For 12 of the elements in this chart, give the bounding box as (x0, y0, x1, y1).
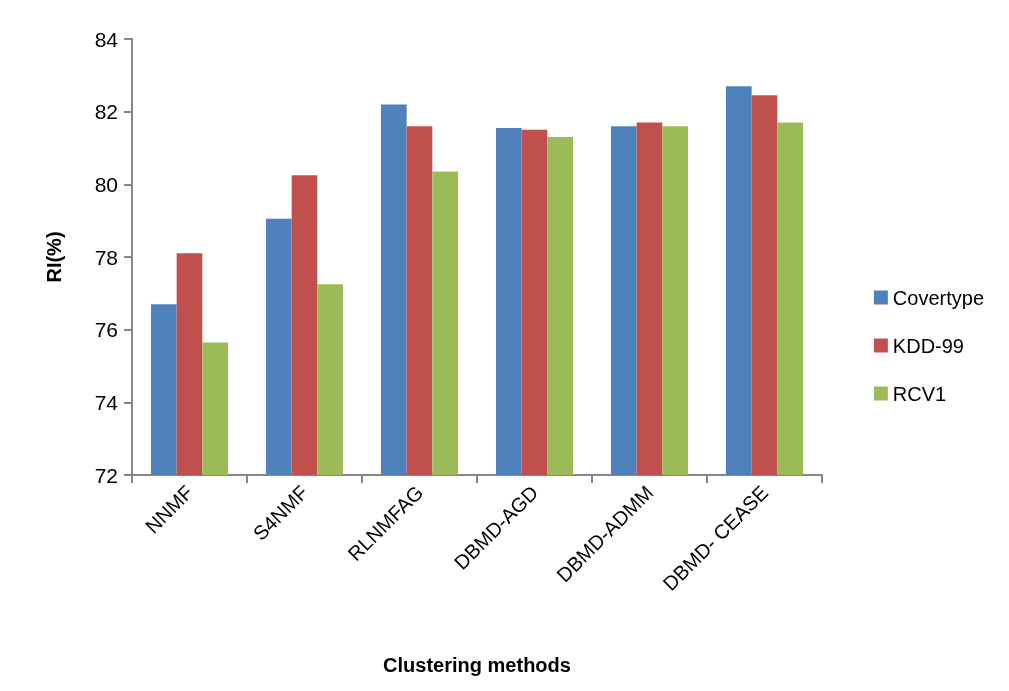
y-tick-label: 82 (94, 100, 118, 124)
y-tick-label: 72 (94, 463, 118, 487)
legend-label: KDD-99 (892, 334, 964, 357)
y-axis-title: RI(%) (43, 231, 65, 283)
legend-label: RCV1 (892, 382, 947, 405)
y-tick-label: 78 (94, 245, 118, 269)
y-tick-label: 80 (94, 172, 118, 196)
y-tick-label: 76 (94, 318, 118, 342)
legend-label: Covertype (892, 286, 984, 309)
x-axis-title: Clustering methods (383, 654, 571, 676)
y-tick-label: 74 (94, 390, 119, 414)
y-tick-label: 84 (94, 27, 119, 51)
